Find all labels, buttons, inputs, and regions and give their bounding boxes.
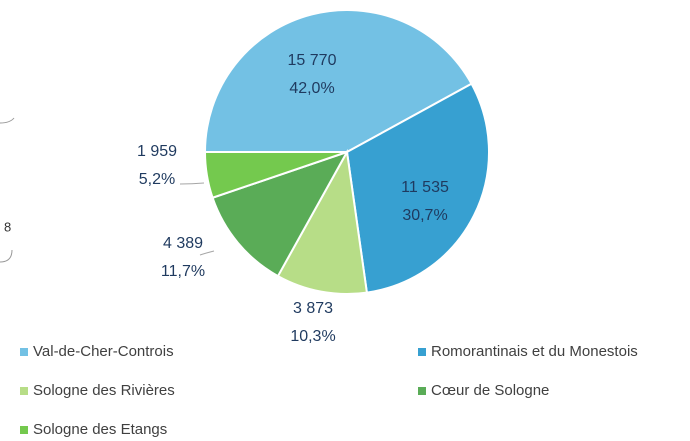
- legend-label: Val-de-Cher-Controis: [33, 343, 174, 360]
- legend-swatch: [418, 387, 426, 395]
- value-label: 3 873: [293, 300, 333, 317]
- value-label: 15 770: [288, 52, 337, 69]
- legend-label: Sologne des Etangs: [33, 421, 167, 438]
- value-label: 11 535: [401, 179, 449, 196]
- percentage-label: 11,7%: [161, 263, 205, 280]
- cut-off-frame: [0, 117, 15, 124]
- legend-swatch: [20, 426, 28, 434]
- legend-label: Cœur de Sologne: [431, 382, 549, 399]
- legend-label: Romorantinais et du Monestois: [431, 343, 638, 360]
- legend-label: Sologne des Rivières: [33, 382, 175, 399]
- pie-slice: [211, 150, 350, 278]
- percentage-label: 42,0%: [289, 80, 334, 97]
- pie-slice: [203, 151, 348, 200]
- legend-swatch: [20, 387, 28, 395]
- pie-slice: [276, 148, 369, 295]
- percentage-label: 30,7%: [402, 207, 447, 224]
- value-label: 1 959: [137, 143, 177, 160]
- percentage-label: 10,3%: [290, 328, 335, 345]
- cut-off-label: 8: [4, 219, 11, 234]
- legend-swatch: [418, 348, 426, 356]
- pie-slice: [345, 82, 490, 294]
- leader-line: [199, 250, 215, 256]
- leader-line: [179, 182, 205, 185]
- value-label: 4 389: [163, 235, 203, 252]
- cut-off-frame: [0, 249, 13, 263]
- percentage-label: 5,2%: [139, 171, 175, 188]
- pie-slice: [203, 9, 473, 153]
- legend-swatch: [20, 348, 28, 356]
